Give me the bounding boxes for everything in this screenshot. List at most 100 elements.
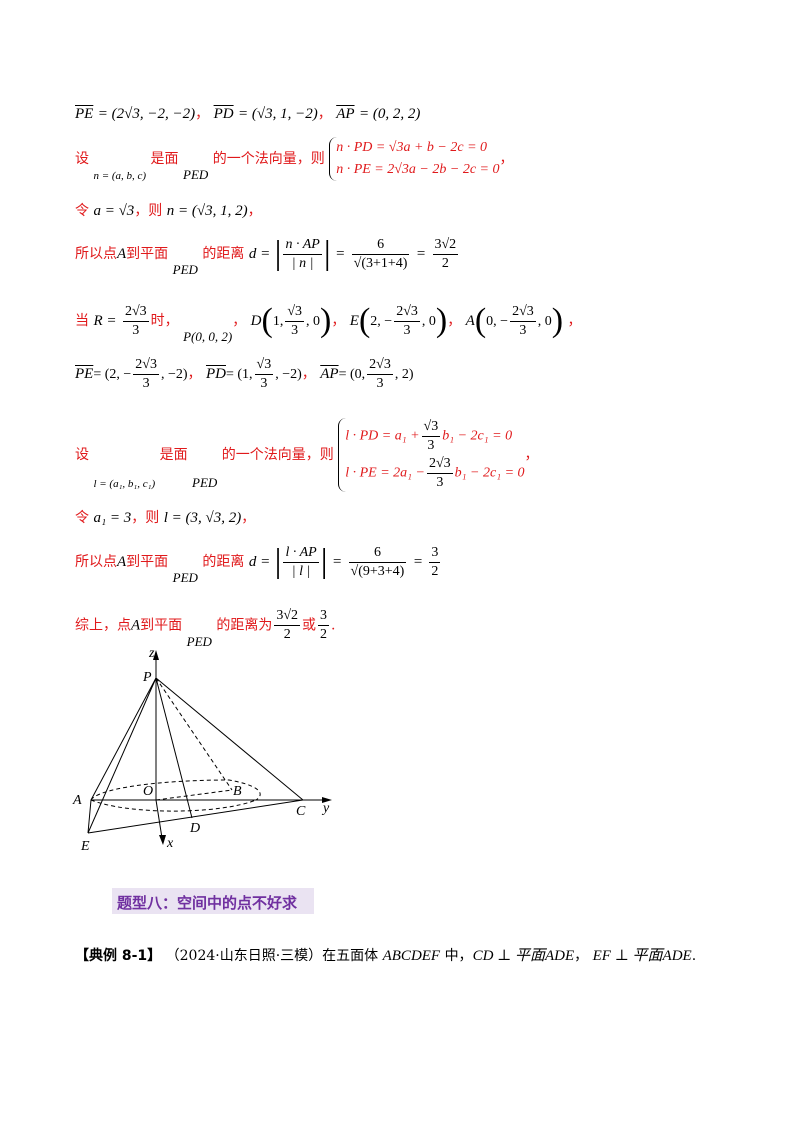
section-heading: 题型八：空间中的点不好求 [117, 894, 298, 912]
denominator: 3 [421, 436, 441, 455]
denominator: | l | [283, 561, 319, 581]
equation-system-1: n · PD = √3a + b − 2c = 0 n · PE = 2√3a … [329, 137, 499, 181]
coord: 0, − [486, 314, 509, 329]
distance-symbol: d = [248, 246, 271, 262]
text: ， [567, 313, 582, 329]
sep: ， [331, 313, 346, 329]
text: 的距离 [202, 246, 245, 262]
distance-line-1: 所以点A到平面 PED 的距离 d = | n · AP | n | | = 6 √(3… [75, 235, 460, 277]
point-d: D [250, 313, 262, 329]
expression: l = (3, √3, 2) [163, 510, 242, 526]
pb-edge [155, 677, 233, 791]
denominator: 3 [133, 373, 159, 393]
fraction: 2√3 3 [394, 303, 420, 340]
label-o: O [143, 784, 153, 799]
sep: ， [232, 313, 247, 329]
denominator: 3 [122, 320, 149, 340]
fraction: 3√2 2 [274, 607, 301, 644]
fraction: √3 3 [254, 356, 274, 393]
numerator: 6 [373, 544, 381, 560]
equation: n · PD = √3a + b − 2c = 0 [336, 140, 488, 155]
text: 令 [75, 203, 89, 219]
text: 或 [302, 617, 317, 634]
ae-edge [87, 799, 92, 834]
vec-ap-value: = (0, 2, 2) [358, 106, 421, 122]
vec-pd-value: = (√3, 1, −2) [238, 106, 318, 122]
coord: = (2, − [93, 367, 132, 382]
eq-part: l · PD = a₁ + [345, 428, 420, 444]
text: 设 [75, 447, 89, 463]
numerator: 3√2 [434, 236, 457, 252]
fraction: √3 3 [421, 418, 441, 455]
label-a: A [72, 793, 82, 808]
fraction: 3√2 2 [432, 236, 459, 273]
coord: = (1, [225, 367, 253, 382]
paren: ( [261, 302, 273, 339]
ec-edge [87, 799, 304, 834]
numerator: 3 [320, 608, 328, 623]
let-line-1: 令 a = √3，则 n = (√3, 1, 2)， [75, 200, 262, 220]
condition-1: CD ⊥ 平面ADE [472, 948, 575, 964]
coord: , −2) [160, 367, 188, 382]
abs-bar: | [274, 235, 282, 272]
point-label: A [131, 617, 141, 634]
eq-part: b₁ − 2c₁ = 0 [442, 428, 513, 444]
denominator: 3 [285, 320, 305, 340]
numerator: 2√3 [135, 356, 157, 372]
label-y: y [321, 801, 330, 816]
denominator: √(9+3+4) [348, 561, 407, 579]
fraction: l · AP | l | [283, 544, 319, 581]
eq-part: l · PE = 2a₁ − [345, 465, 425, 481]
denominator: 2 [432, 253, 459, 273]
paren: ) [551, 302, 564, 339]
pc-edge [155, 677, 304, 801]
equals: = [331, 554, 343, 570]
expression: a = √3 [93, 203, 135, 219]
coord: , 0 [537, 314, 552, 329]
fraction: 6 √(3+1+4) [351, 236, 410, 273]
plane-label: PED [172, 570, 198, 585]
text: 在五面体 [322, 948, 379, 964]
vector-line-1: PE = (2√3, −2, −2)， PD = (√3, 1, −2)， AP… [75, 103, 420, 123]
ob-segment [155, 789, 233, 801]
label-c: C [296, 804, 306, 819]
vec-pd: PD [213, 106, 234, 122]
plane-label: PED [183, 167, 209, 182]
numerator: n · AP [285, 236, 320, 252]
fraction: √3 3 [285, 303, 305, 340]
abs-bar: | [323, 235, 331, 272]
fraction: 2√3 3 [426, 455, 453, 492]
equals: = [415, 246, 427, 262]
vector-line-2: PE= (2, −2√3 3, −2)， PD= (1, √3 3, −2)， AP=… [75, 355, 414, 393]
sep: ， [447, 313, 462, 329]
coord: 1, [272, 314, 284, 329]
paren: ( [358, 302, 371, 339]
example-source: （2024·山东日照·三模） [165, 948, 323, 964]
numerator: √3 [423, 419, 439, 434]
normal-vector-n: n = (a, b, c) [93, 170, 147, 182]
solid-name: ABCDEF [382, 948, 441, 964]
denominator: √(3+1+4) [351, 253, 410, 271]
text: 令 [75, 510, 89, 526]
equals: = [412, 554, 423, 570]
text: 设 [75, 151, 89, 167]
expression: a₁ = 3 [93, 510, 132, 526]
paren: ( [474, 302, 487, 339]
numerator: 3 [431, 544, 439, 560]
sep: ， [317, 106, 332, 122]
fraction: 6 √(9+3+4) [348, 544, 407, 581]
sep: ， [195, 106, 210, 122]
numerator: 2√3 [124, 303, 147, 319]
example-tag: 【典例 8-1】 [75, 948, 162, 964]
x-arrow [159, 835, 166, 845]
normal-vector-line: 设 n = (a, b, c) 是面 PED 的一个法向量，则 n · PD =… [75, 137, 513, 182]
plane-label: PED [186, 633, 212, 649]
denominator: 3 [426, 473, 453, 492]
heading-background [112, 888, 314, 914]
text: 所以点 [75, 246, 117, 262]
let-line-2: 令 a₁ = 3，则 l = (3, √3, 2)， [75, 507, 255, 527]
text: 的距离 [202, 554, 245, 570]
point-label: A [117, 554, 127, 570]
